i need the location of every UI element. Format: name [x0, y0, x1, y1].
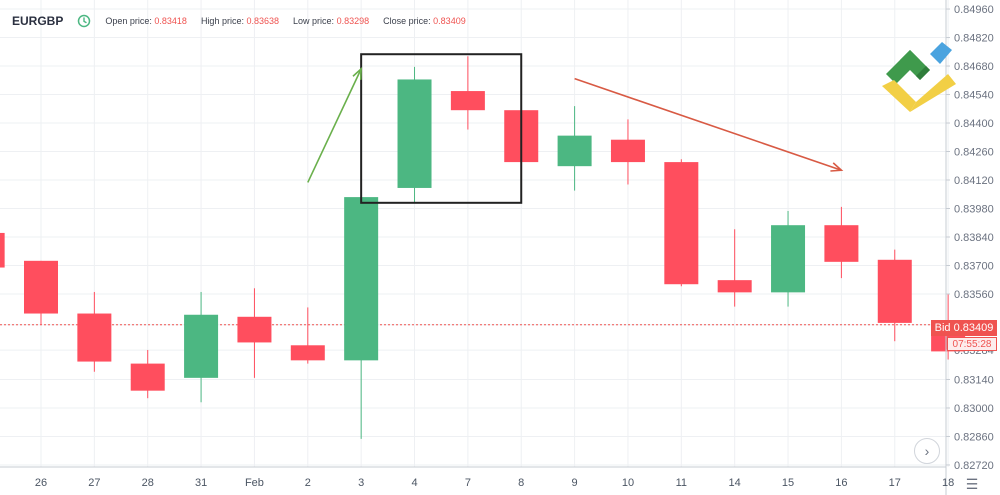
candle-body-down [610, 139, 645, 163]
x-tick-label: 27 [88, 477, 100, 489]
y-tick-label: 0.83560 [954, 289, 994, 301]
scroll-right-button[interactable]: › [914, 438, 940, 464]
x-tick-label: 17 [889, 477, 901, 489]
symbol-label: EURGBP [12, 14, 64, 28]
chevron-right-icon: › [924, 443, 930, 459]
down-trend-arrow [574, 77, 842, 171]
y-tick-label: 0.84260 [954, 147, 994, 159]
candle-body-down [24, 260, 58, 314]
x-tick-label: 16 [835, 477, 847, 489]
x-axis: 26 27 28 31 Feb 2 3 4 7 8 9 10 11 14 15 16 17 18 [0, 466, 954, 489]
chart-header: EURGBP Open price: 0.83418 High price: 0… [12, 10, 466, 32]
candle-body-up [557, 135, 592, 167]
candle-body-down [664, 162, 699, 285]
x-tick-label: 14 [729, 477, 741, 489]
y-tick-label: 0.84400 [954, 118, 994, 130]
close-price: Close price: 0.83409 [383, 16, 466, 26]
up-trend-arrow [307, 68, 362, 183]
brand-logo [882, 42, 956, 112]
x-tick-label: 26 [35, 477, 47, 489]
y-tick-label: 0.83000 [954, 403, 994, 415]
y-tick-label: 0.82720 [954, 460, 994, 472]
candle-body-down [450, 91, 485, 111]
y-tick-label: 0.83700 [954, 260, 994, 272]
x-tick-label: 10 [622, 477, 634, 489]
candle-body-down [824, 225, 859, 262]
x-tick-label: 7 [465, 477, 471, 489]
x-tick-label: 31 [195, 477, 207, 489]
bid-price-tag: Bid 0.83409 [931, 320, 997, 336]
x-tick-label: Feb [245, 477, 264, 489]
x-tick-label: 11 [676, 477, 687, 489]
candle-body-down [130, 363, 165, 391]
y-tick-label: 0.84820 [954, 33, 994, 45]
y-tick-label: 0.83980 [954, 204, 994, 216]
candle-body-down [237, 316, 272, 343]
high-price: High price: 0.83638 [200, 16, 280, 26]
y-tick-label: 0.84960 [954, 4, 994, 16]
y-tick-label: 0.84120 [954, 175, 994, 187]
down-trend-arrow-head [830, 162, 844, 172]
x-tick-label: 28 [142, 477, 154, 489]
chart-settings-button[interactable]: ☰ [962, 476, 982, 492]
candle-body-up [344, 197, 379, 361]
x-tick-label: 18 [942, 477, 954, 489]
y-tick-label: 0.82860 [954, 431, 994, 443]
sliders-icon: ☰ [965, 476, 979, 492]
grid [0, 0, 949, 467]
candle-body-up [771, 225, 806, 293]
y-tick-label: 0.83840 [954, 232, 994, 244]
y-tick-label: 0.84540 [954, 90, 994, 102]
candle-body-up [397, 79, 432, 188]
clock-icon[interactable] [77, 14, 91, 28]
candle-timer: 07:55:28 [947, 337, 997, 351]
low-price: Low price: 0.83298 [293, 16, 370, 26]
highlight-box [360, 53, 523, 204]
open-price: Open price: 0.83418 [105, 16, 187, 26]
candle-body-down [717, 280, 752, 293]
candle-body-down [0, 232, 5, 268]
x-tick-label: 8 [518, 477, 524, 489]
y-tick-label: 0.83140 [954, 374, 994, 386]
candle-body-down [77, 313, 112, 362]
candle-body-down [290, 345, 325, 361]
up-trend-arrow-head [352, 67, 363, 80]
x-tick-label: 4 [411, 477, 417, 489]
x-tick-label: 2 [305, 477, 311, 489]
candle-body-up [184, 314, 219, 378]
x-tick-label: 9 [572, 477, 578, 489]
y-tick-label: 0.84680 [954, 61, 994, 73]
annotations [307, 53, 844, 204]
candles [0, 56, 966, 439]
candle-body-down [877, 259, 912, 323]
x-tick-label: 15 [782, 477, 794, 489]
x-tick-label: 3 [358, 477, 364, 489]
